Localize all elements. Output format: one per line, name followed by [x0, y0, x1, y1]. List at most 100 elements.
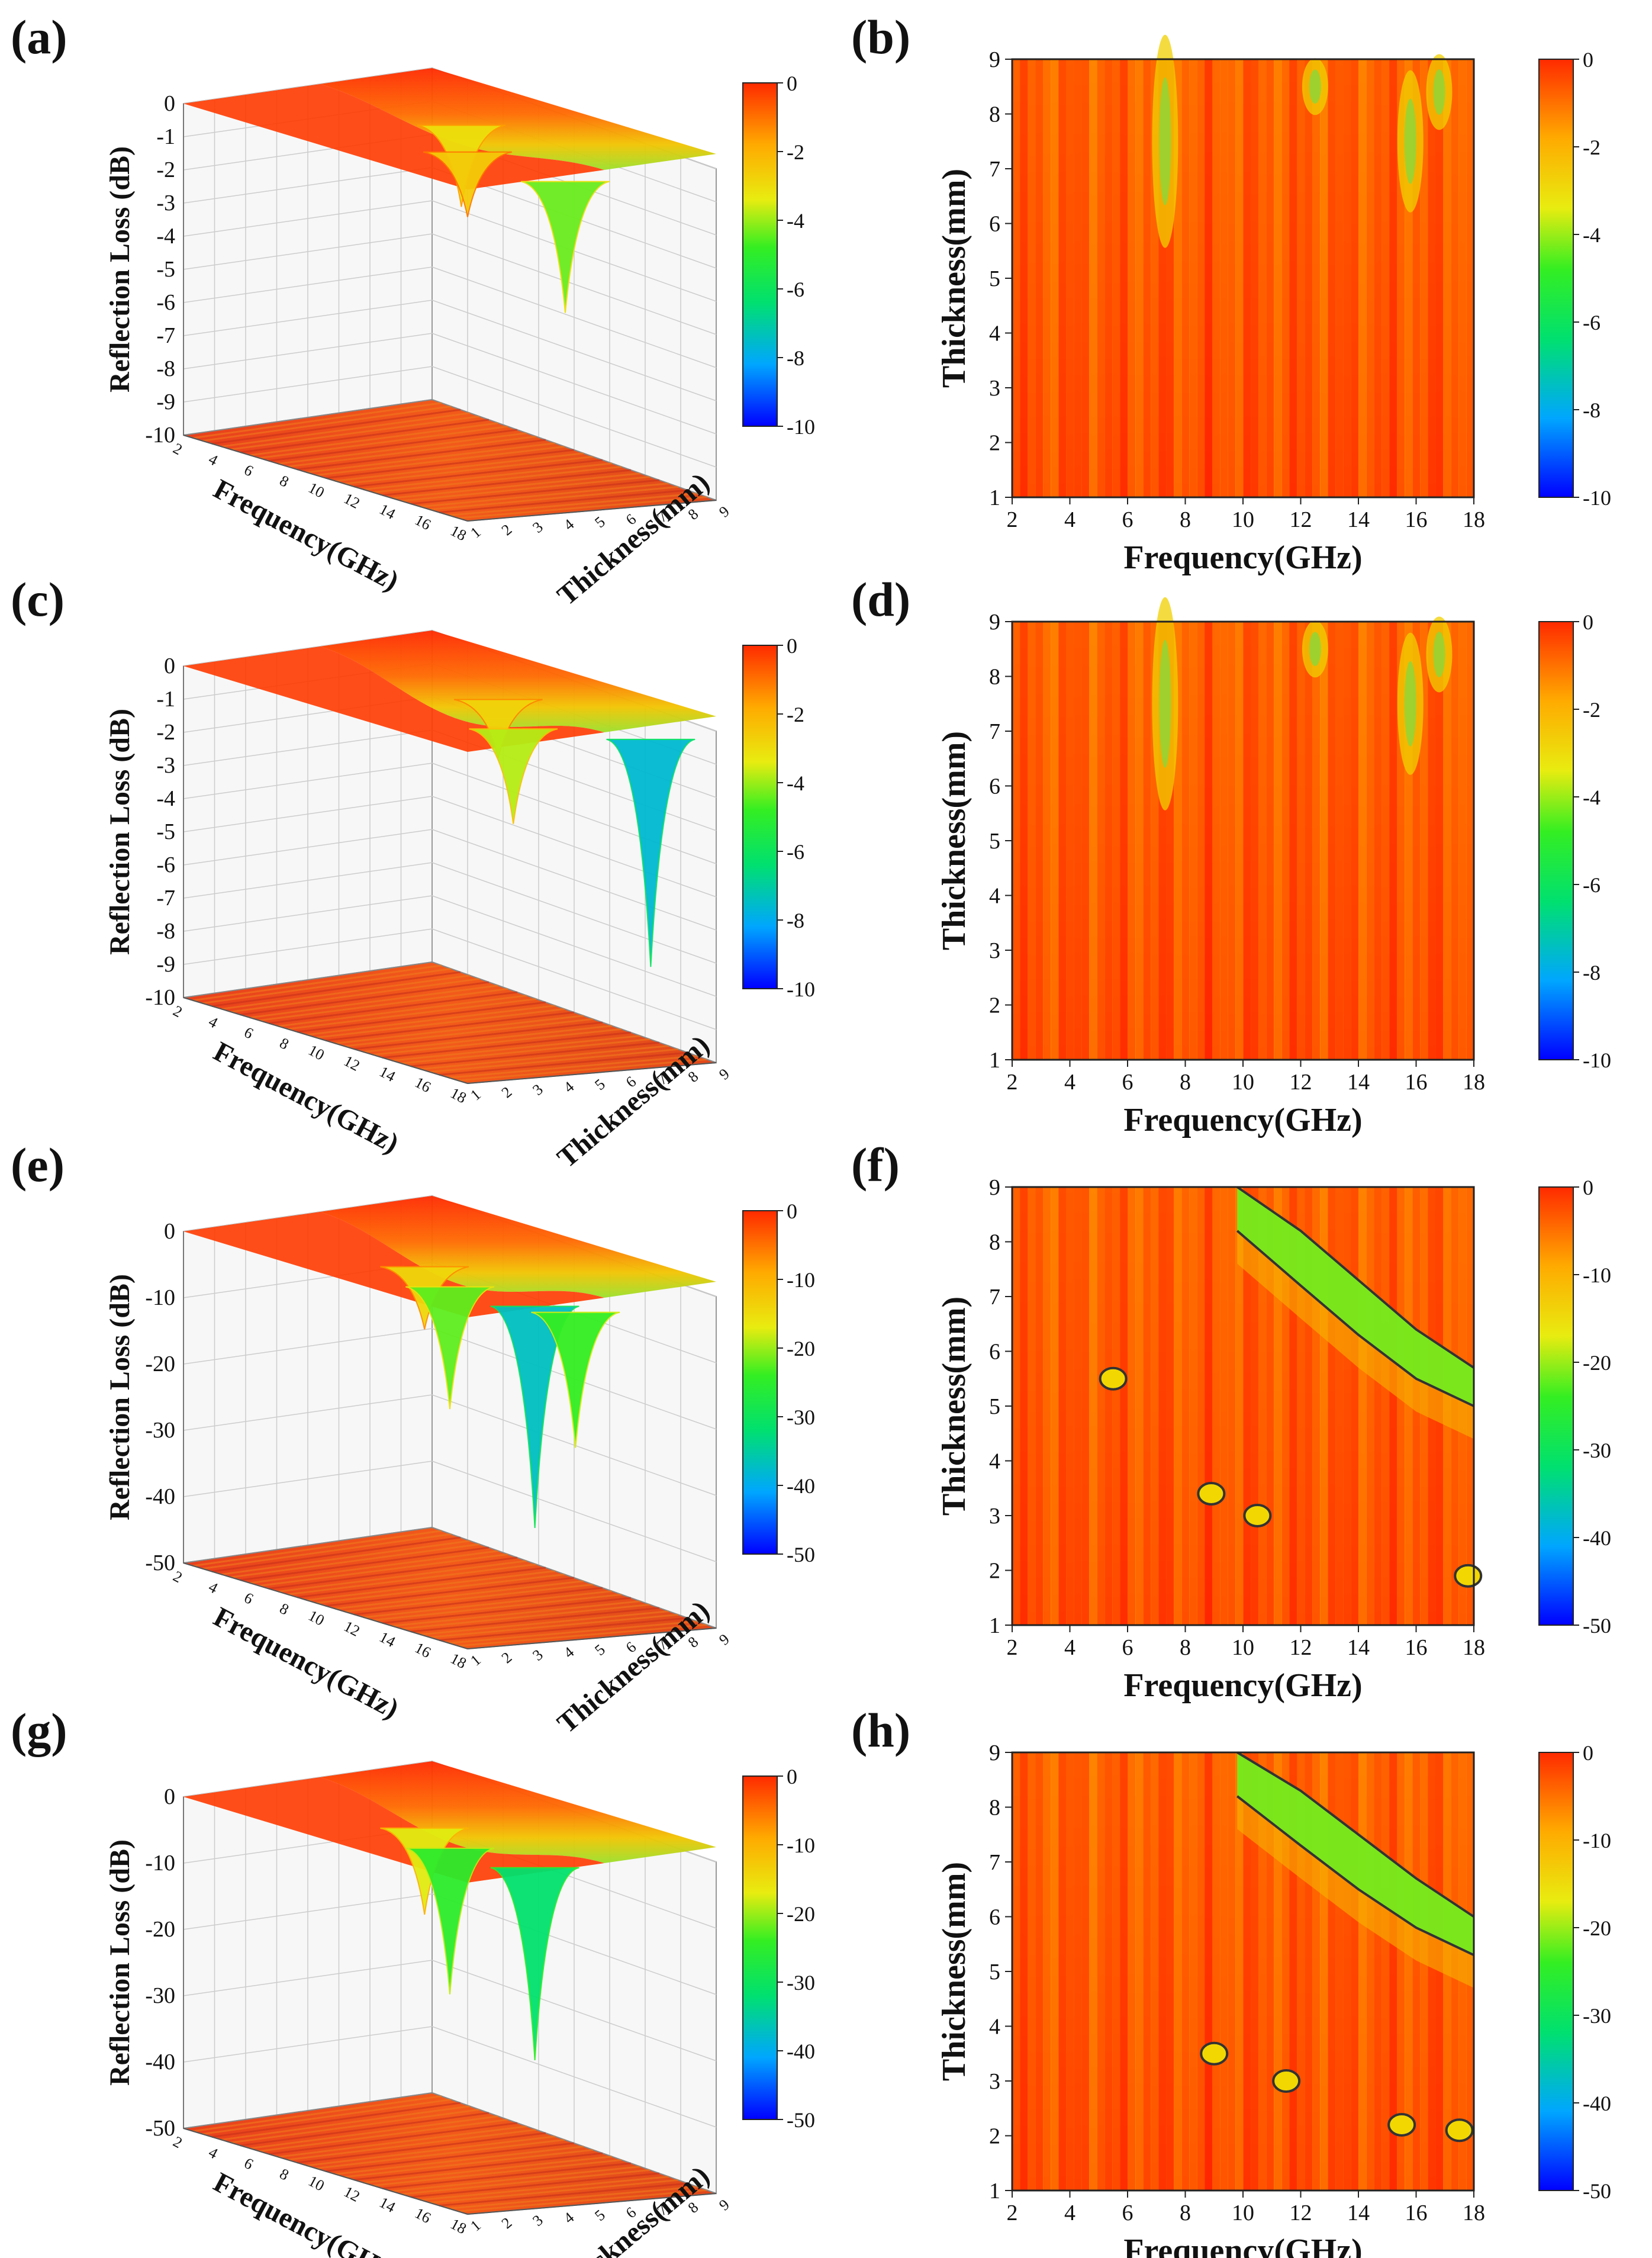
heatmap-streak — [1205, 1187, 1213, 1625]
heatmap-streak — [1097, 1187, 1105, 1625]
x-tick-label: 18 — [447, 522, 469, 544]
floor-streak — [344, 2148, 594, 2178]
heatmap-streak — [1428, 59, 1436, 497]
floor-streak — [287, 998, 537, 1030]
floor-streak — [382, 2162, 632, 2189]
x-tick-label: 16 — [412, 1639, 434, 1661]
heatmap-streak — [1089, 1187, 1097, 1625]
heatmap-streak — [1066, 1187, 1074, 1625]
colorbar-tick-label: 0 — [787, 72, 797, 95]
colorbar — [742, 1775, 778, 2120]
colorbar — [1538, 1186, 1574, 1626]
z-tick-label: -40 — [145, 1484, 175, 1509]
y-axis — [467, 1062, 717, 1084]
x-axis — [183, 2128, 468, 2215]
y-tick-label: 7 — [989, 1850, 1000, 1875]
x-tick-label: 10 — [1232, 2201, 1254, 2225]
heatmap-streak — [1081, 59, 1090, 497]
x-axis — [183, 435, 468, 522]
z-tick-label: -3 — [156, 191, 175, 215]
heatmap-streak — [1189, 59, 1197, 497]
heatmap-streak — [1197, 59, 1205, 497]
panel-label: (h) — [851, 1703, 910, 1757]
floor-streak — [372, 1028, 622, 1056]
colorbar-tick-label: -6 — [1583, 311, 1601, 334]
heatmap-streak — [1120, 622, 1128, 1060]
y-tick-label: 4 — [989, 321, 1000, 346]
heatmap-streak — [1097, 622, 1105, 1060]
y-tick-label: 9 — [716, 1630, 733, 1649]
floor-streak — [306, 2135, 556, 2167]
x-axis-title: Frequency(GHz) — [1123, 1102, 1362, 1138]
wall-grid — [431, 829, 717, 931]
x-tick-label: 4 — [206, 1013, 221, 1032]
colorbar-tick-label: 0 — [1583, 1741, 1593, 1765]
heatmap-streak — [1151, 1187, 1159, 1625]
y-tick-label: 1 — [989, 1048, 1000, 1073]
y-tick-label: 5 — [989, 1960, 1000, 1984]
floor-streak — [420, 483, 669, 508]
surface-dip — [521, 181, 610, 313]
heatmap-streak — [1058, 59, 1067, 497]
heatmap-streak — [1289, 59, 1297, 497]
colorbar-tick-label: -10 — [1583, 486, 1611, 510]
colorbar-tick-label: -20 — [1583, 1351, 1611, 1375]
heatmap-streak — [1020, 1187, 1028, 1625]
y-tick-label: 3 — [989, 1504, 1000, 1529]
y-axis — [467, 1627, 717, 1649]
heatmap-streak — [1443, 59, 1451, 497]
colorbar-tick-label: -6 — [787, 840, 804, 864]
y-tick-label: 4 — [989, 884, 1000, 909]
heatmap-streak — [1258, 1752, 1267, 2191]
heatmap-streak — [1074, 622, 1082, 1060]
z-tick-label: -10 — [145, 985, 175, 1010]
floor-streak — [429, 2179, 679, 2204]
floor-streak — [458, 2189, 707, 2212]
colorbar — [742, 1210, 778, 1555]
x-tick-label: 12 — [341, 1617, 363, 1640]
panel-label: (c) — [11, 572, 65, 626]
heatmap-streak — [1066, 622, 1074, 1060]
heatmap-streak — [1043, 59, 1051, 497]
colorbar-tick-label: -40 — [787, 2040, 815, 2063]
y-tick-label: 9 — [989, 1175, 1000, 1200]
contour-line — [1236, 1230, 1474, 1407]
x-tick-label: 2 — [1007, 507, 1018, 532]
panel-label: (g) — [11, 1703, 67, 1757]
colorbar-tick-label: -8 — [787, 346, 804, 370]
heatmap-streak — [1220, 622, 1228, 1060]
heatmap-streak — [1058, 1752, 1067, 2191]
y-tick-label: 2 — [989, 2124, 1000, 2149]
heatmap-streak — [1466, 59, 1474, 497]
floor-streak — [192, 402, 442, 439]
z-tick-label: -1 — [156, 124, 175, 149]
x-tick-label: 14 — [1347, 1070, 1370, 1095]
floor-streak — [306, 1005, 556, 1036]
y-tick-label: 2 — [498, 1649, 516, 1667]
heatmap-streak — [1258, 622, 1267, 1060]
heatmap-streak — [1158, 1752, 1167, 2191]
contour-island — [1200, 2041, 1229, 2066]
colorbar-tick-label: -2 — [787, 140, 804, 164]
heatmap-streak — [1012, 1187, 1020, 1625]
x-tick-label: 18 — [447, 2215, 469, 2237]
heatmap-streak — [1166, 1187, 1174, 1625]
z-tick-label: -9 — [156, 390, 175, 414]
z-tick-label: -5 — [156, 257, 175, 282]
floor-streak — [420, 1610, 669, 1636]
floor-streak — [401, 1603, 651, 1630]
heatmap-streak — [1197, 1187, 1205, 1625]
floor-streak — [334, 2146, 584, 2175]
z-tick-label: -50 — [145, 1551, 175, 1575]
surface-sheet — [183, 1212, 604, 1317]
heatmap-streak — [1235, 1752, 1244, 2191]
heatmap-streak — [1220, 1752, 1228, 2191]
y-axis-title: Thickness(mm) — [936, 1297, 972, 1516]
x-tick-label: 10 — [1232, 1070, 1254, 1095]
y-tick-label: 9 — [989, 47, 1000, 72]
contour-island — [1387, 2113, 1416, 2137]
floor-streak — [458, 1058, 707, 1082]
colorbar-tick-label: -30 — [787, 1405, 815, 1429]
x-tick-label: 2 — [1007, 1070, 1018, 1095]
